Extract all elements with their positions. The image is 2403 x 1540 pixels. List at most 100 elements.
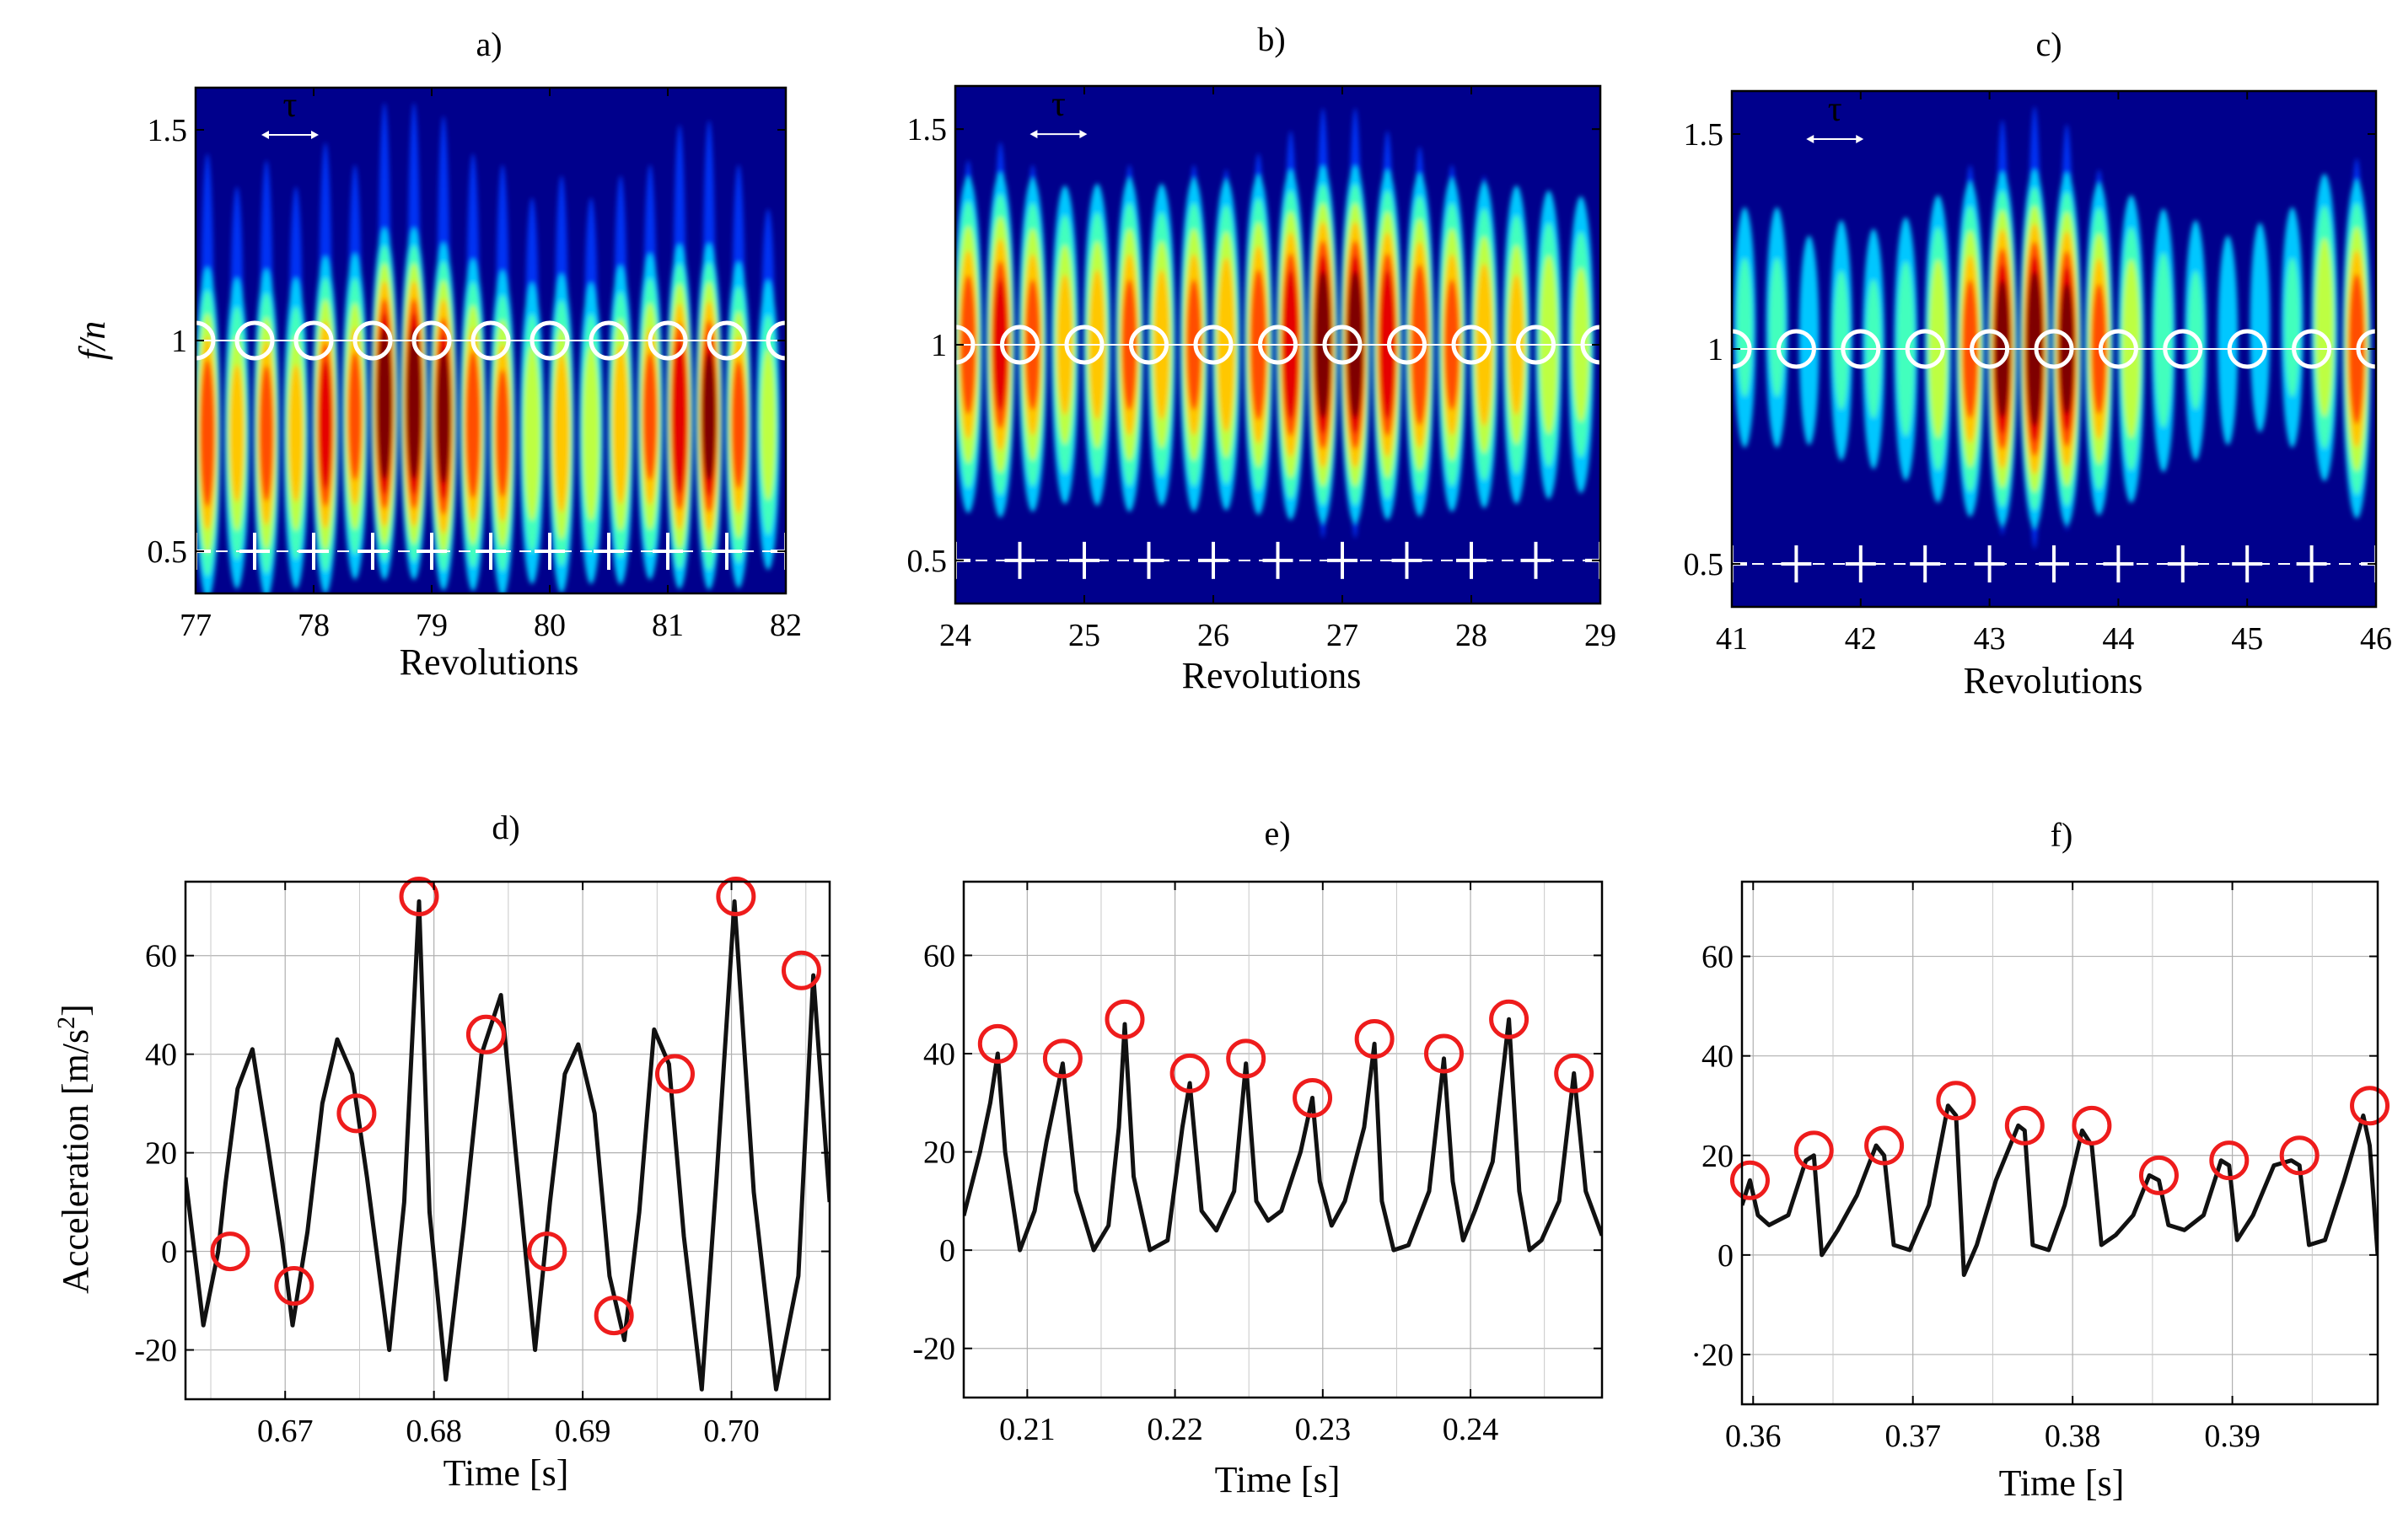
peak-marker — [210, 1231, 250, 1272]
x-tick-label: 0.23 — [1295, 1412, 1352, 1447]
x-tick-label: 77 — [180, 608, 212, 643]
x-tick-label: 0.67 — [257, 1414, 314, 1449]
subharmonic-plus — [1585, 541, 1600, 579]
axes-frame — [1740, 880, 2379, 1406]
y-tick-label: 60 — [145, 939, 177, 974]
x-axis-label: Revolutions — [1964, 660, 2143, 701]
harmonic-circle — [352, 320, 393, 361]
x-tick-label: 81 — [652, 608, 684, 643]
y-tick-label: 20 — [145, 1136, 177, 1172]
peak-marker — [527, 1231, 567, 1272]
y-tick-label: 1 — [931, 328, 947, 363]
subharmonic-plus — [2039, 545, 2069, 582]
harmonic-circle — [1451, 325, 1492, 365]
harmonic-circle — [1322, 325, 1363, 365]
subharmonic-plus — [2167, 545, 2198, 582]
heatmap-blob — [283, 186, 309, 589]
x-tick-label: 41 — [1716, 621, 1748, 657]
subharmonic-plus — [298, 533, 329, 570]
y-tick-label: 20 — [1701, 1139, 1734, 1174]
subharmonic-plus — [1974, 545, 2005, 582]
y-tick-label: 1.5 — [148, 113, 188, 148]
peak-marker — [654, 1054, 695, 1094]
harmonic-circle — [1387, 325, 1427, 365]
markers — [196, 320, 786, 570]
peak-marker — [1169, 1053, 1210, 1093]
x-tick-label: 42 — [1845, 621, 1877, 657]
peak-marker — [1424, 1033, 1465, 1074]
harmonic-circle — [1905, 329, 1945, 369]
y-tick-label: 0.5 — [1684, 547, 1724, 582]
x-tick-label: 0.21 — [999, 1412, 1056, 1447]
peak-marker — [781, 950, 821, 990]
peak-marker — [2279, 1135, 2320, 1176]
harmonic-circle — [530, 320, 570, 361]
x-tick-label: 43 — [1974, 621, 2006, 657]
y-tick-label: 60 — [923, 938, 955, 974]
heatmap-blob — [1340, 108, 1370, 539]
peak-marker — [465, 1014, 506, 1054]
harmonic-circle — [196, 320, 216, 361]
panel-label: f) — [2051, 816, 2073, 854]
harmonic-circle — [2356, 329, 2376, 369]
subharmonic-plus — [1781, 545, 1812, 582]
subharmonic-plus — [653, 533, 683, 570]
x-tick-label: 0.36 — [1725, 1419, 1782, 1454]
y-tick-label: 40 — [1701, 1039, 1734, 1075]
harmonic-circle — [2227, 329, 2267, 369]
x-tick-label: 0.69 — [555, 1414, 611, 1449]
x-tick-label: 0.38 — [2045, 1419, 2101, 1454]
peak-marker — [1864, 1125, 1905, 1166]
plot-background — [185, 882, 830, 1399]
peak-marker — [594, 1296, 634, 1336]
y-tick-label: 0 — [939, 1233, 955, 1269]
heatmap-blob — [2250, 223, 2271, 432]
heatmap — [196, 102, 780, 593]
subharmonic-plus — [1910, 545, 1941, 582]
heatmap-blob — [1567, 196, 1594, 494]
harmonic-circle — [411, 320, 452, 361]
panel-d: d) 0.67 0.68 0.69 0.70 -20 0 20 40 60 Time [s] Acc… — [52, 808, 831, 1494]
heatmap-blob — [460, 153, 487, 592]
subharmonic-plus — [2361, 545, 2376, 582]
y-tick-label: 0.5 — [148, 534, 188, 570]
harmonic-circle — [589, 320, 629, 361]
x-axis-label: Revolutions — [400, 641, 579, 683]
peak-marker — [716, 877, 756, 917]
tau-label: τ — [283, 86, 298, 125]
subharmonic-plus — [1520, 541, 1551, 579]
heatmap-blob — [312, 142, 339, 593]
harmonic-circle — [1000, 325, 1040, 365]
y-tick-label: 1 — [171, 324, 187, 359]
harmonic-circle — [234, 320, 275, 361]
heatmap-blob — [2218, 235, 2239, 446]
markers — [1732, 329, 2376, 582]
heatmap-blob — [341, 164, 368, 580]
subharmonic-plus — [417, 533, 447, 570]
y-tick-label: 20 — [923, 1135, 955, 1171]
peak-marker — [1354, 1019, 1395, 1060]
subharmonic-plus — [357, 533, 388, 570]
harmonic-circle — [707, 320, 747, 361]
x-tick-label: 0.39 — [2204, 1419, 2261, 1454]
panel-c: c) τ 41 42 43 44 45 46 0.5 1 1.5 Revolutions — [1684, 25, 2393, 701]
y-tick-label: 40 — [145, 1038, 177, 1073]
y-tick-label: 60 — [1701, 940, 1734, 975]
harmonic-circle — [955, 325, 976, 365]
peak-marker — [399, 877, 439, 917]
harmonic-circle — [2292, 329, 2332, 369]
peak-marker — [977, 1023, 1018, 1064]
subharmonic-plus — [712, 533, 742, 570]
harmonic-circle — [1970, 329, 2010, 369]
peak-marker — [1793, 1130, 1834, 1171]
plot-background — [964, 882, 1602, 1398]
subharmonic-plus — [1456, 541, 1486, 579]
x-tick-label: 24 — [939, 618, 971, 653]
peak-marker — [1489, 999, 1529, 1039]
heatmap-blob — [196, 153, 221, 593]
harmonic-circle — [470, 320, 511, 361]
heatmap-blob — [2184, 220, 2207, 461]
markers — [955, 325, 1600, 579]
y-tick-label: 1.5 — [907, 112, 948, 148]
panel-a: a) τ 77 78 79 80 81 82 0.5 1 1.5 Revolutions f/n — [72, 25, 802, 683]
